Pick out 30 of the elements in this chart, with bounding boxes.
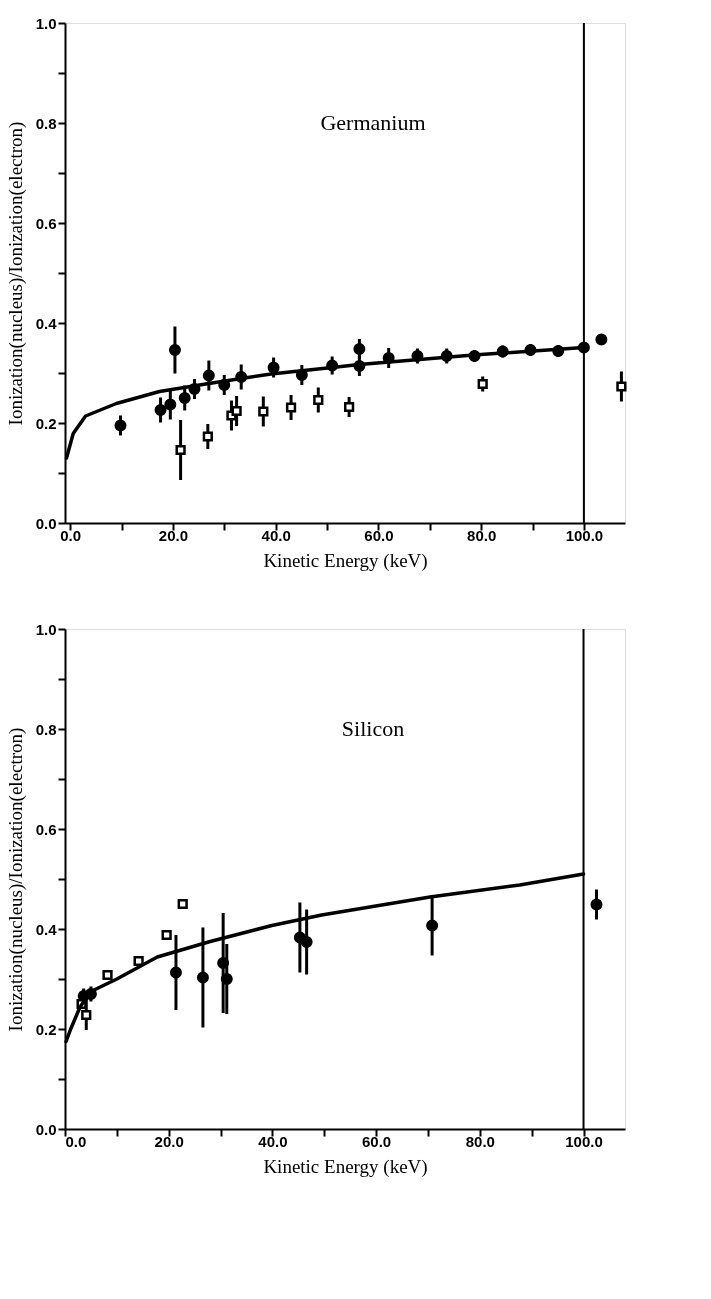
y-tick-label: 0.4	[35, 314, 58, 332]
x-tick-label: 0.0	[60, 526, 82, 544]
y-axis-title: Ionization(nucleus)/Ionization(electron)	[4, 121, 27, 426]
y-tick-label: 0.2	[35, 414, 57, 432]
y-tick-label: 1.0	[35, 620, 57, 638]
annotation: Silicon	[341, 716, 405, 741]
x-tick-label: 80.0	[465, 1132, 495, 1150]
y-tick-label: 1.0	[35, 14, 57, 32]
x-axis-title: Kinetic Energy (keV)	[263, 1155, 428, 1178]
x-tick-label: 0.0	[65, 1132, 87, 1150]
y-tick-label: 0.6	[35, 214, 57, 232]
x-tick-label: 100.0	[565, 1132, 603, 1150]
x-tick-label: 60.0	[364, 526, 394, 544]
y-tick-label: 0.0	[35, 1120, 57, 1138]
y-tick-label: 0.4	[35, 920, 58, 938]
y-axis-title: Ionization(nucleus)/Ionization(electron)	[4, 727, 27, 1032]
x-tick-label: 40.0	[258, 1132, 288, 1150]
x-tick-label: 40.0	[261, 526, 291, 544]
y-tick-label: 0.0	[35, 514, 57, 532]
x-tick-label: 80.0	[467, 526, 497, 544]
annotation: Germanium	[320, 110, 426, 135]
x-tick-label: 60.0	[362, 1132, 392, 1150]
x-tick-label: 100.0	[565, 526, 604, 544]
x-tick-label: 20.0	[158, 526, 188, 544]
x-axis-title: Kinetic Energy (keV)	[263, 549, 428, 572]
y-tick-label: 0.6	[35, 820, 57, 838]
y-tick-label: 0.8	[35, 720, 57, 738]
y-tick-label: 0.2	[35, 1020, 57, 1038]
y-tick-label: 0.8	[35, 114, 57, 132]
x-tick-label: 20.0	[154, 1132, 184, 1150]
